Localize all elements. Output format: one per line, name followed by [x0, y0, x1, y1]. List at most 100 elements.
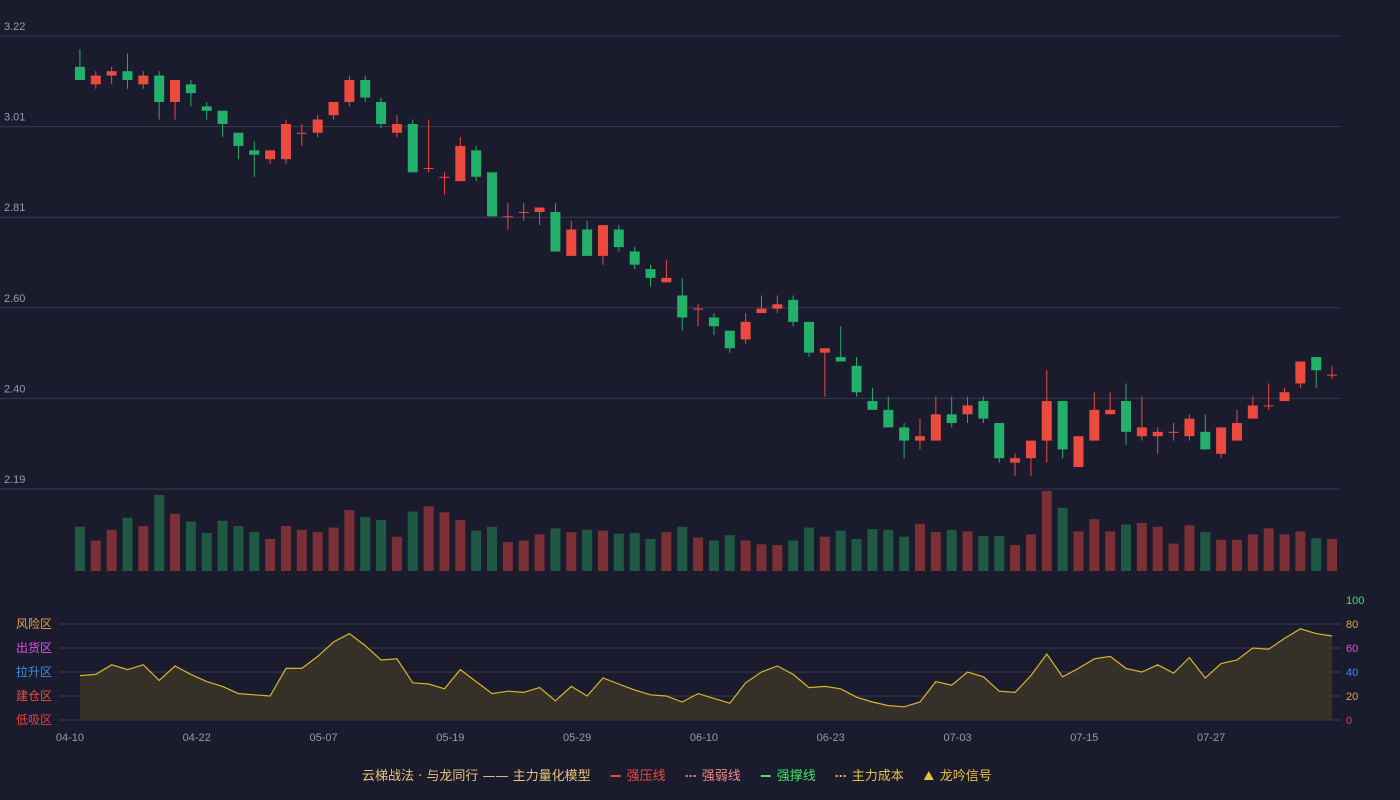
candle-body: [455, 145, 466, 182]
volume-bar: [724, 535, 735, 571]
candle-body: [1279, 392, 1290, 402]
legend: 云梯战法 · 与龙同行 —— 主力量化模型 强压线 强弱线 强撑线 主力成本 龙吟信号: [362, 768, 992, 784]
volume-bar: [629, 532, 640, 571]
indicator-tick-label: 40: [1346, 667, 1358, 679]
legend-marker: [923, 771, 934, 780]
candle-body: [106, 71, 117, 76]
volume-bar: [1279, 534, 1290, 571]
candle-body: [1263, 405, 1274, 407]
volume-bar: [122, 517, 133, 571]
volume-bar: [154, 494, 165, 571]
candle-body: [201, 106, 212, 111]
candle-body: [1136, 427, 1147, 437]
candle-body: [1311, 357, 1322, 371]
volume-bar: [1152, 526, 1163, 571]
volume-bar: [772, 545, 783, 571]
volume-bar: [249, 532, 260, 571]
volume-bar: [962, 531, 973, 571]
volume-bar: [455, 519, 466, 571]
volume-bar: [90, 540, 101, 571]
volume-bar: [582, 529, 593, 571]
date-tick-label: 05-07: [309, 732, 337, 744]
volume-bar: [265, 539, 276, 571]
candle-body: [1089, 409, 1100, 441]
zone-label: 拉升区: [16, 664, 52, 679]
volume-bar: [740, 540, 751, 571]
candle-body: [1025, 440, 1036, 459]
date-tick-label: 06-10: [690, 732, 718, 744]
candle-body: [550, 211, 561, 252]
price-tick-label: 2.60: [4, 293, 25, 305]
candle-body: [296, 132, 307, 134]
volume-bar: [1231, 539, 1242, 571]
volume-bar: [597, 530, 608, 571]
zone-label: 出货区: [16, 640, 52, 655]
candle-body: [978, 401, 989, 419]
volume-bar: [756, 544, 767, 571]
volume-bar: [138, 526, 149, 571]
candle-body: [1105, 409, 1116, 415]
date-tick-label: 05-29: [563, 732, 591, 744]
date-tick-label: 06-23: [817, 732, 845, 744]
volume-bar: [106, 529, 117, 571]
candle-body: [724, 330, 735, 349]
date-tick-label: 07-27: [1197, 732, 1225, 744]
volume-bar: [1136, 523, 1147, 571]
volume-bar: [835, 530, 846, 571]
date-tick-label: 07-15: [1070, 732, 1098, 744]
legend-label: 主力成本: [852, 769, 904, 784]
candle-body: [1247, 405, 1258, 419]
volume-bar: [851, 539, 862, 571]
candle-body: [265, 150, 276, 160]
candle-body: [883, 409, 894, 428]
price-axis: 3.22 3.01 2.81 2.60 2.40 2.19: [4, 21, 25, 486]
date-axis: 04-10 04-22 05-07 05-19 05-29 06-10 06-23 07-03…: [56, 732, 1225, 744]
volume-bar: [518, 540, 529, 571]
zone-label: 低吸区: [16, 713, 52, 727]
candle-body: [582, 229, 593, 256]
candle-body: [1041, 401, 1052, 441]
volume-bar: [899, 536, 910, 571]
volume-bar: [867, 529, 878, 571]
volume-bar: [502, 542, 513, 571]
candle-body: [1152, 431, 1163, 437]
candle-body: [138, 75, 149, 85]
candle-body: [851, 365, 862, 393]
legend-label: 云梯战法 · 与龙同行 —— 主力量化模型: [362, 769, 591, 784]
candle-body: [1121, 401, 1132, 432]
candle-body: [423, 167, 434, 169]
candle-body: [613, 229, 624, 248]
volume-bar: [1247, 534, 1258, 571]
candle-body: [804, 321, 815, 353]
candle-body: [597, 225, 608, 256]
volume-bar: [1168, 543, 1179, 571]
volume-bar: [1121, 524, 1132, 571]
candle-body: [344, 79, 355, 102]
volume-bar: [1105, 531, 1116, 571]
volume-bar: [1041, 491, 1052, 571]
zone-label: 风险区: [16, 616, 52, 631]
indicator-tick-label: 20: [1346, 691, 1358, 703]
volume-bar: [391, 536, 402, 571]
volume-bar: [328, 527, 339, 571]
candle-body: [772, 304, 783, 309]
volume-bar: [1025, 534, 1036, 571]
candle-body: [629, 251, 640, 265]
volume-bar: [930, 532, 941, 571]
volume-bar: [819, 536, 830, 571]
candle-body: [154, 75, 165, 102]
date-tick-label: 04-10: [56, 732, 84, 744]
volume-bar: [1073, 531, 1084, 571]
date-tick-label: 07-03: [943, 732, 971, 744]
price-tick-label: 2.19: [4, 474, 25, 486]
volume-bar: [1311, 538, 1322, 571]
candle-body: [74, 66, 85, 80]
candle-body: [835, 357, 846, 362]
candle-body: [1184, 418, 1195, 437]
price-tick-label: 2.40: [4, 383, 25, 395]
volume-bar: [708, 540, 719, 571]
candle-body: [471, 150, 482, 177]
volume-bar: [1010, 545, 1021, 571]
